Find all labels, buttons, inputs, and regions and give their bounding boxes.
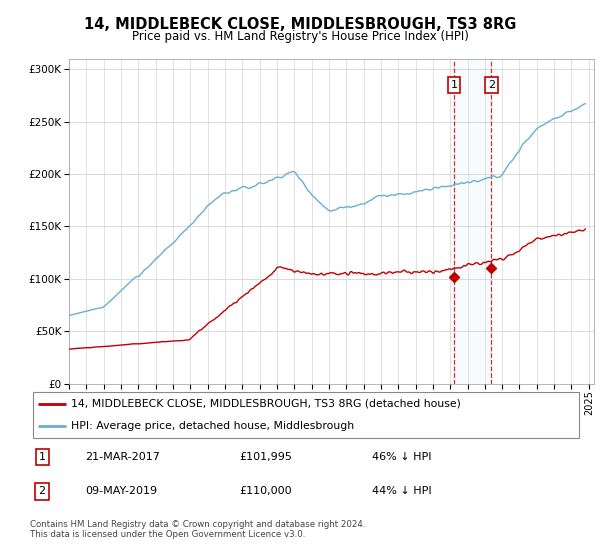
Text: 2: 2 <box>488 80 495 90</box>
Text: £110,000: £110,000 <box>240 487 292 496</box>
Text: Contains HM Land Registry data © Crown copyright and database right 2024.
This d: Contains HM Land Registry data © Crown c… <box>30 520 365 539</box>
Bar <box>454 59 491 384</box>
FancyBboxPatch shape <box>33 393 579 437</box>
Text: 14, MIDDLEBECK CLOSE, MIDDLESBROUGH, TS3 8RG: 14, MIDDLEBECK CLOSE, MIDDLESBROUGH, TS3… <box>84 17 516 32</box>
Text: £101,995: £101,995 <box>240 452 293 462</box>
Text: 2: 2 <box>38 487 46 496</box>
Text: 09-MAY-2019: 09-MAY-2019 <box>85 487 157 496</box>
Text: HPI: Average price, detached house, Middlesbrough: HPI: Average price, detached house, Midd… <box>71 421 355 431</box>
Text: 14, MIDDLEBECK CLOSE, MIDDLESBROUGH, TS3 8RG (detached house): 14, MIDDLEBECK CLOSE, MIDDLESBROUGH, TS3… <box>71 399 461 409</box>
Text: 1: 1 <box>451 80 458 90</box>
Text: 21-MAR-2017: 21-MAR-2017 <box>85 452 160 462</box>
Text: 46% ↓ HPI: 46% ↓ HPI <box>372 452 432 462</box>
Text: 1: 1 <box>38 452 46 462</box>
Text: Price paid vs. HM Land Registry's House Price Index (HPI): Price paid vs. HM Land Registry's House … <box>131 30 469 43</box>
Text: 44% ↓ HPI: 44% ↓ HPI <box>372 487 432 496</box>
